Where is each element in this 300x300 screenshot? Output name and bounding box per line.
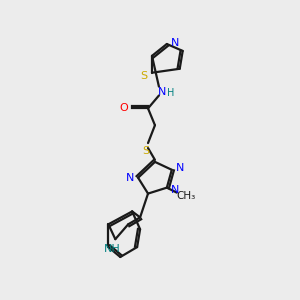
Text: S: S	[142, 146, 150, 156]
Text: N: N	[176, 163, 184, 173]
Text: N: N	[171, 38, 179, 48]
Text: N: N	[126, 173, 134, 183]
Text: CH₃: CH₃	[176, 190, 195, 201]
Text: O: O	[120, 103, 129, 113]
Text: N: N	[171, 184, 179, 195]
Text: S: S	[140, 71, 148, 81]
Text: H: H	[167, 88, 175, 98]
Text: NH: NH	[104, 244, 121, 254]
Text: N: N	[158, 86, 166, 97]
